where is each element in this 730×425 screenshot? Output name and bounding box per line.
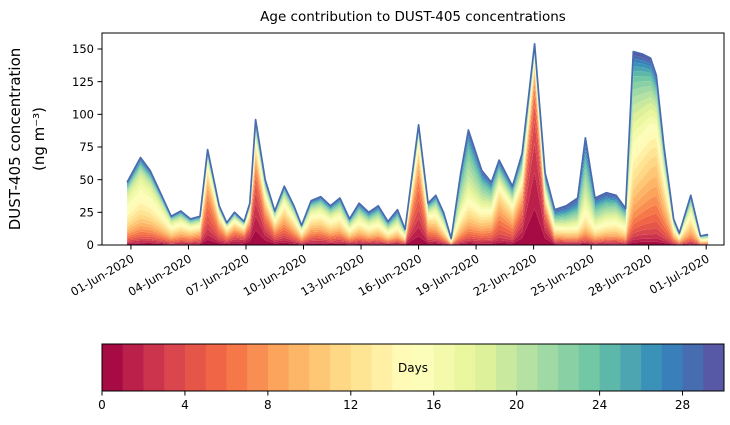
colorbar-segment [620, 344, 642, 391]
x-tick-label: 10-Jun-2020 [241, 251, 309, 299]
x-tick-label: 19-Jun-2020 [413, 251, 481, 299]
colorbar-segment [102, 344, 124, 391]
colorbar-tick-label: 8 [264, 398, 272, 412]
colorbar-segment [682, 344, 704, 391]
colorbar-segment [350, 344, 372, 391]
colorbar-segment [164, 344, 186, 391]
age-layer-15-16days [127, 60, 709, 242]
colorbar-segment [599, 344, 621, 391]
x-tick-label: 28-Jun-2020 [586, 251, 654, 299]
colorbar-segment [184, 344, 207, 391]
colorbar-segment [392, 344, 414, 391]
colorbar-segment [288, 344, 310, 391]
colorbar-segment [267, 344, 290, 391]
colorbar-tick-label: 20 [509, 398, 524, 412]
stacked-area-layers [126, 42, 709, 245]
colorbar-segment [143, 344, 165, 391]
colorbar-segment [495, 344, 518, 391]
age-layer-3-4days [127, 120, 709, 245]
colorbar-segment [122, 344, 144, 391]
age-layer-2-3days [127, 143, 709, 245]
colorbar-segment [413, 344, 435, 391]
stack-top-edge [126, 42, 709, 240]
y-tick-label: 150 [72, 42, 94, 56]
y-axis: 0 25 50 75 100 125 150 [72, 42, 102, 252]
age-layer-1-2days [127, 172, 709, 245]
colorbar-segment [205, 344, 227, 391]
y-axis-label-line2: (ng m⁻³) [30, 107, 48, 171]
colorbar-tick-label: 24 [592, 398, 607, 412]
colorbar-segment [247, 344, 269, 391]
y-tick-label: 100 [72, 108, 94, 122]
x-tick-label: 04-Jun-2020 [126, 251, 194, 299]
age-layer-14-15days [127, 61, 709, 243]
x-tick-label: 01-Jun-2020 [68, 251, 136, 299]
colorbar-segment [641, 344, 663, 391]
y-tick-label: 25 [79, 206, 94, 220]
x-axis: 01-Jun-202004-Jun-202007-Jun-202010-Jun-… [68, 245, 712, 299]
age-layer-0-1days [127, 208, 709, 245]
colorbar-tick-label: 0 [98, 398, 106, 412]
colorbar-tick-label: 12 [343, 398, 358, 412]
y-tick-label: 50 [79, 173, 94, 187]
colorbar-segment [558, 344, 580, 391]
colorbar-segment [309, 344, 331, 391]
colorbar-segment [516, 344, 538, 391]
x-tick-label: 16-Jun-2020 [356, 251, 424, 299]
y-tick-label: 75 [79, 140, 94, 154]
y-tick-label: 125 [72, 75, 94, 89]
colorbar-segment [475, 344, 497, 391]
x-tick-label: 22-Jun-2020 [471, 251, 539, 299]
age-layer-17-18days [127, 57, 709, 242]
x-tick-label: 25-Jun-2020 [528, 251, 596, 299]
colorbar-tick-label: 4 [181, 398, 189, 412]
x-tick-label: 13-Jun-2020 [298, 251, 366, 299]
plot-border [101, 32, 725, 246]
colorbar-segment [433, 344, 455, 391]
colorbar-segment [661, 344, 683, 391]
colorbar-segment [703, 344, 725, 391]
colorbar-segment [330, 344, 352, 391]
y-tick-label: 0 [87, 238, 94, 252]
colorbar-segment [578, 344, 601, 391]
age-layer-27-28days [127, 45, 709, 239]
colorbar-tick-label: 28 [675, 398, 690, 412]
colorbar-segment [226, 344, 248, 391]
colorbar-segment [371, 344, 393, 391]
x-tick-label: 07-Jun-2020 [183, 251, 251, 299]
x-tick-label: 01-Jul-2020 [647, 251, 712, 296]
y-axis-label-line1: DUST-405 concentration [6, 48, 24, 231]
colorbar-segment [454, 344, 476, 391]
colorbar-border [101, 343, 725, 392]
colorbar-label: Days [398, 361, 428, 375]
chart-title: Age contribution to DUST-405 concentrati… [260, 9, 566, 25]
colorbar-segment [537, 344, 559, 391]
colorbar: Days 0 4 8 12 16 20 24 28 [98, 343, 725, 412]
colorbar-tick-label: 16 [426, 398, 441, 412]
